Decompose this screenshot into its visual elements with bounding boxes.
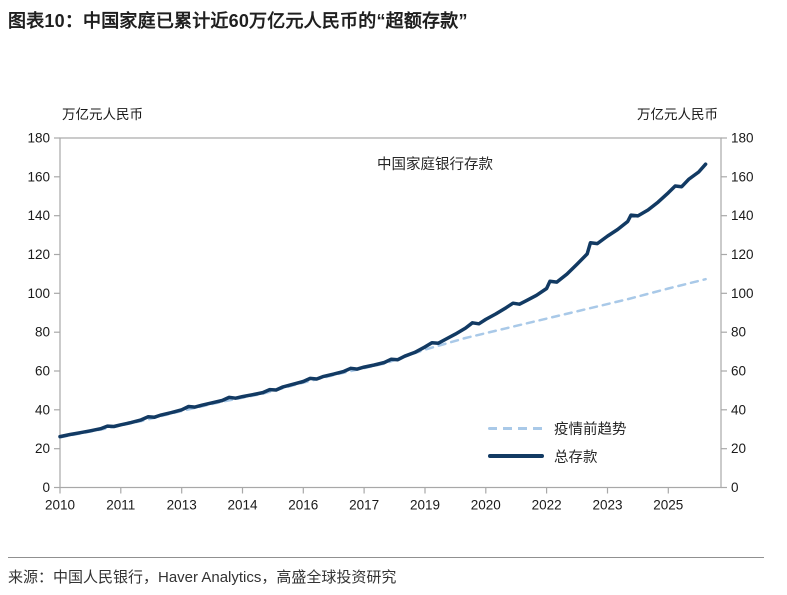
- chart-legend: 疫情前趋势 总存款: [488, 414, 627, 470]
- svg-text:100: 100: [27, 286, 50, 301]
- chart-annotation: 中国家庭银行存款: [377, 157, 493, 173]
- svg-text:40: 40: [731, 402, 746, 417]
- svg-text:2013: 2013: [167, 498, 197, 513]
- svg-text:120: 120: [731, 247, 754, 262]
- svg-text:0: 0: [731, 480, 739, 495]
- svg-text:2010: 2010: [45, 498, 75, 513]
- svg-text:20: 20: [731, 441, 746, 456]
- svg-text:2017: 2017: [349, 498, 379, 513]
- svg-text:80: 80: [35, 325, 50, 340]
- svg-text:2019: 2019: [410, 498, 440, 513]
- svg-text:60: 60: [731, 364, 746, 379]
- legend-label: 疫情前趋势: [554, 421, 627, 438]
- svg-text:120: 120: [27, 247, 50, 262]
- svg-text:20: 20: [35, 441, 50, 456]
- svg-text:80: 80: [731, 325, 746, 340]
- svg-text:2025: 2025: [653, 498, 683, 513]
- source-divider: [8, 557, 764, 558]
- svg-text:160: 160: [27, 169, 50, 184]
- svg-text:180: 180: [27, 131, 50, 146]
- svg-text:60: 60: [35, 364, 50, 379]
- svg-text:2020: 2020: [471, 498, 501, 513]
- svg-text:2014: 2014: [227, 498, 258, 513]
- svg-text:40: 40: [35, 402, 50, 417]
- svg-text:2022: 2022: [532, 498, 562, 513]
- legend-item-pre-pandemic-trend: 疫情前趋势: [488, 414, 627, 442]
- right-axis-unit-label: 万亿元人民币: [637, 107, 718, 122]
- svg-text:160: 160: [731, 169, 754, 184]
- svg-text:140: 140: [731, 208, 754, 223]
- legend-item-total-deposits: 总存款: [488, 442, 627, 470]
- left-axis-unit-label: 万亿元人民币: [62, 107, 143, 122]
- svg-text:100: 100: [731, 286, 754, 301]
- svg-text:140: 140: [27, 208, 50, 223]
- svg-text:2023: 2023: [592, 498, 622, 513]
- source-note: 来源：中国人民银行，Haver Analytics，高盛全球投资研究: [8, 569, 397, 586]
- svg-text:0: 0: [42, 480, 50, 495]
- svg-text:180: 180: [731, 131, 754, 146]
- svg-text:2016: 2016: [288, 498, 318, 513]
- svg-text:2011: 2011: [106, 498, 135, 513]
- legend-label: 总存款: [554, 449, 598, 466]
- solid-line-swatch: [488, 454, 544, 458]
- dashed-line-swatch: [488, 426, 544, 430]
- chart-title: 图表10：中国家庭已累计近60万亿元人民币的“超额存款”: [8, 11, 468, 31]
